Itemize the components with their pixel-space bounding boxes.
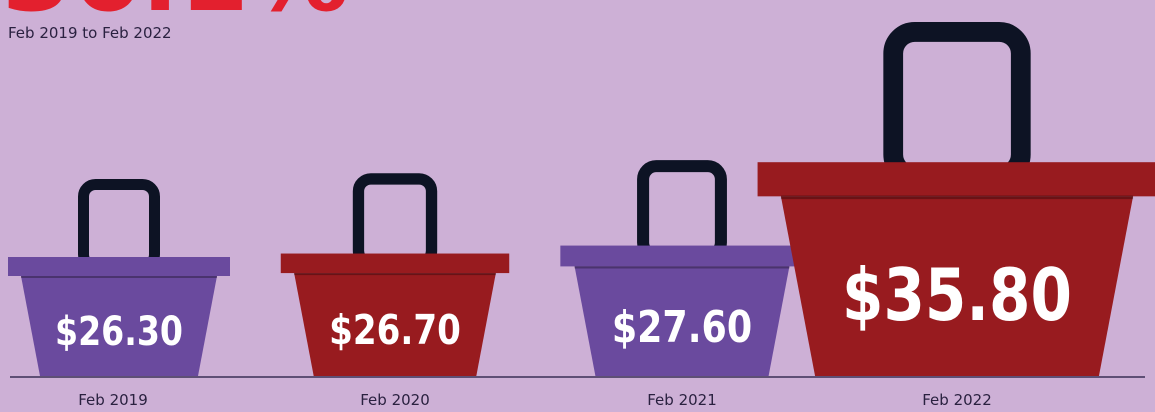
value-label: $27.60: [612, 302, 752, 353]
basket-rim: [280, 253, 510, 274]
basket-body: [21, 276, 217, 376]
x-tick-label: Feb 2021: [647, 391, 717, 409]
value-label: $26.70: [329, 306, 461, 354]
basket-rim: [560, 245, 804, 267]
basket-rim: [757, 162, 1155, 197]
basket-rim: [8, 257, 230, 276]
chart-title: 36.1%: [2, 0, 349, 34]
x-tick-label: Feb 2019: [78, 391, 148, 409]
basket-body: [574, 266, 790, 376]
x-tick-label: Feb 2022: [922, 391, 992, 409]
x-tick-label: Feb 2020: [360, 391, 430, 409]
value-label: $35.80: [842, 253, 1072, 337]
value-label: $26.30: [55, 309, 183, 355]
chart-subtitle: Feb 2019 to Feb 2022: [8, 24, 172, 42]
basket-body: [780, 196, 1134, 376]
basket-body: [294, 273, 496, 376]
